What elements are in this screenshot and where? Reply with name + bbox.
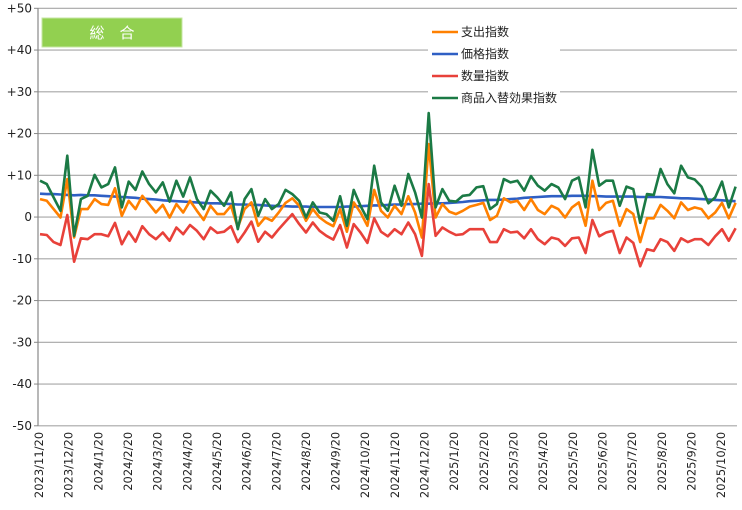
y-tick-label: -30 xyxy=(12,335,32,349)
x-tick-label: 2024/9/20 xyxy=(329,432,343,491)
series-line-3 xyxy=(39,111,737,238)
y-tick-label: +20 xyxy=(7,127,32,141)
x-tick-label: 2025/2/20 xyxy=(477,432,491,491)
y-tick-label: +50 xyxy=(7,1,32,15)
x-tick-label: 2024/4/20 xyxy=(180,432,194,491)
legend-label: 数量指数 xyxy=(461,68,509,83)
x-tick-label: 2025/4/20 xyxy=(536,432,550,491)
x-tick-label: 2025/1/20 xyxy=(447,432,461,491)
y-tick-label: -10 xyxy=(12,252,32,266)
x-axis-ticks: 2023/11/20 2023/12/20 2024/1/20 2024/2/20 20… xyxy=(32,432,728,498)
x-tick-label: 2025/3/20 xyxy=(507,432,521,491)
y-tick-label: -40 xyxy=(12,377,32,391)
gridlines xyxy=(34,7,737,427)
y-tick-label: +30 xyxy=(7,85,32,99)
x-tick-label: 2024/3/20 xyxy=(151,432,165,491)
x-tick-label: 2023/12/20 xyxy=(62,432,76,498)
legend-label: 商品入替効果指数 xyxy=(461,90,557,105)
x-tick-label: 2024/10/20 xyxy=(358,432,372,498)
x-tick-label: 2025/6/20 xyxy=(595,432,609,491)
x-tick-label: 2024/2/20 xyxy=(121,432,135,491)
x-tick-label: 2023/11/20 xyxy=(32,432,46,498)
chart-title-box: 総 合 xyxy=(41,17,183,48)
y-tick-label: 0 xyxy=(24,210,32,224)
x-tick-label: 2025/7/20 xyxy=(625,432,639,491)
legend-label: 価格指数 xyxy=(461,46,509,61)
x-tick-label: 2024/7/20 xyxy=(269,432,283,491)
y-tick-label: -50 xyxy=(12,419,32,433)
y-tick-label: +40 xyxy=(7,43,32,57)
x-tick-label: 2024/6/20 xyxy=(240,432,254,491)
x-tick-label: 2025/9/20 xyxy=(684,432,698,491)
series-line-1 xyxy=(39,192,736,209)
x-tick-label: 2024/1/20 xyxy=(91,432,105,491)
series-lines xyxy=(39,111,737,268)
y-axis-ticks: +50 +40 +30 +20 +10 0 -10 -20 -30 -40 -50 xyxy=(7,1,32,433)
legend-label: 支出指数 xyxy=(461,24,509,39)
x-tick-label: 2024/12/20 xyxy=(418,432,432,498)
x-tick-label: 2024/8/20 xyxy=(299,432,313,491)
series-line-2 xyxy=(39,182,737,268)
y-tick-label: +10 xyxy=(7,168,32,182)
series-line-0 xyxy=(39,142,737,244)
x-tick-label: 2025/10/20 xyxy=(714,432,728,498)
x-tick-label: 2025/5/20 xyxy=(566,432,580,491)
chart-title: 総 合 xyxy=(89,24,134,42)
x-tick-label: 2025/8/20 xyxy=(655,432,669,491)
x-tick-label: 2024/5/20 xyxy=(210,432,224,491)
y-tick-label: -20 xyxy=(12,294,32,308)
legend-background xyxy=(428,18,560,110)
x-tick-label: 2024/11/20 xyxy=(388,432,402,498)
